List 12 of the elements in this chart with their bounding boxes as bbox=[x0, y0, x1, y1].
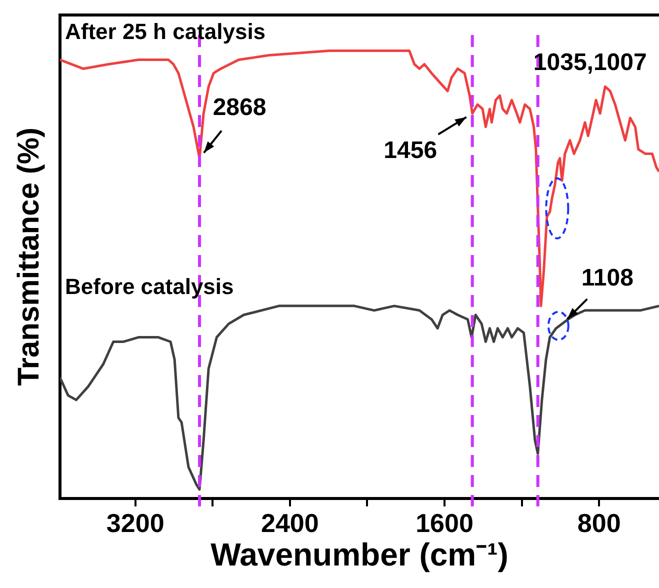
x-axis-title: Wavenumber (cm⁻¹) bbox=[210, 536, 508, 573]
x-tick-label: 2400 bbox=[261, 508, 319, 538]
y-axis-title: Transmittance (%) bbox=[12, 127, 46, 386]
x-tick-label: 3200 bbox=[106, 508, 164, 538]
annotation: 2868 bbox=[212, 94, 266, 121]
x-tick-label: 1600 bbox=[416, 508, 474, 538]
annotation: 1035,1007 bbox=[533, 48, 647, 76]
annotation: 1456 bbox=[384, 137, 438, 164]
annotation: 1108 bbox=[581, 264, 634, 292]
series-label: Before catalysis bbox=[65, 274, 234, 299]
series-label: After 25 h catalysis bbox=[65, 18, 266, 44]
x-tick-label: 800 bbox=[577, 508, 621, 538]
